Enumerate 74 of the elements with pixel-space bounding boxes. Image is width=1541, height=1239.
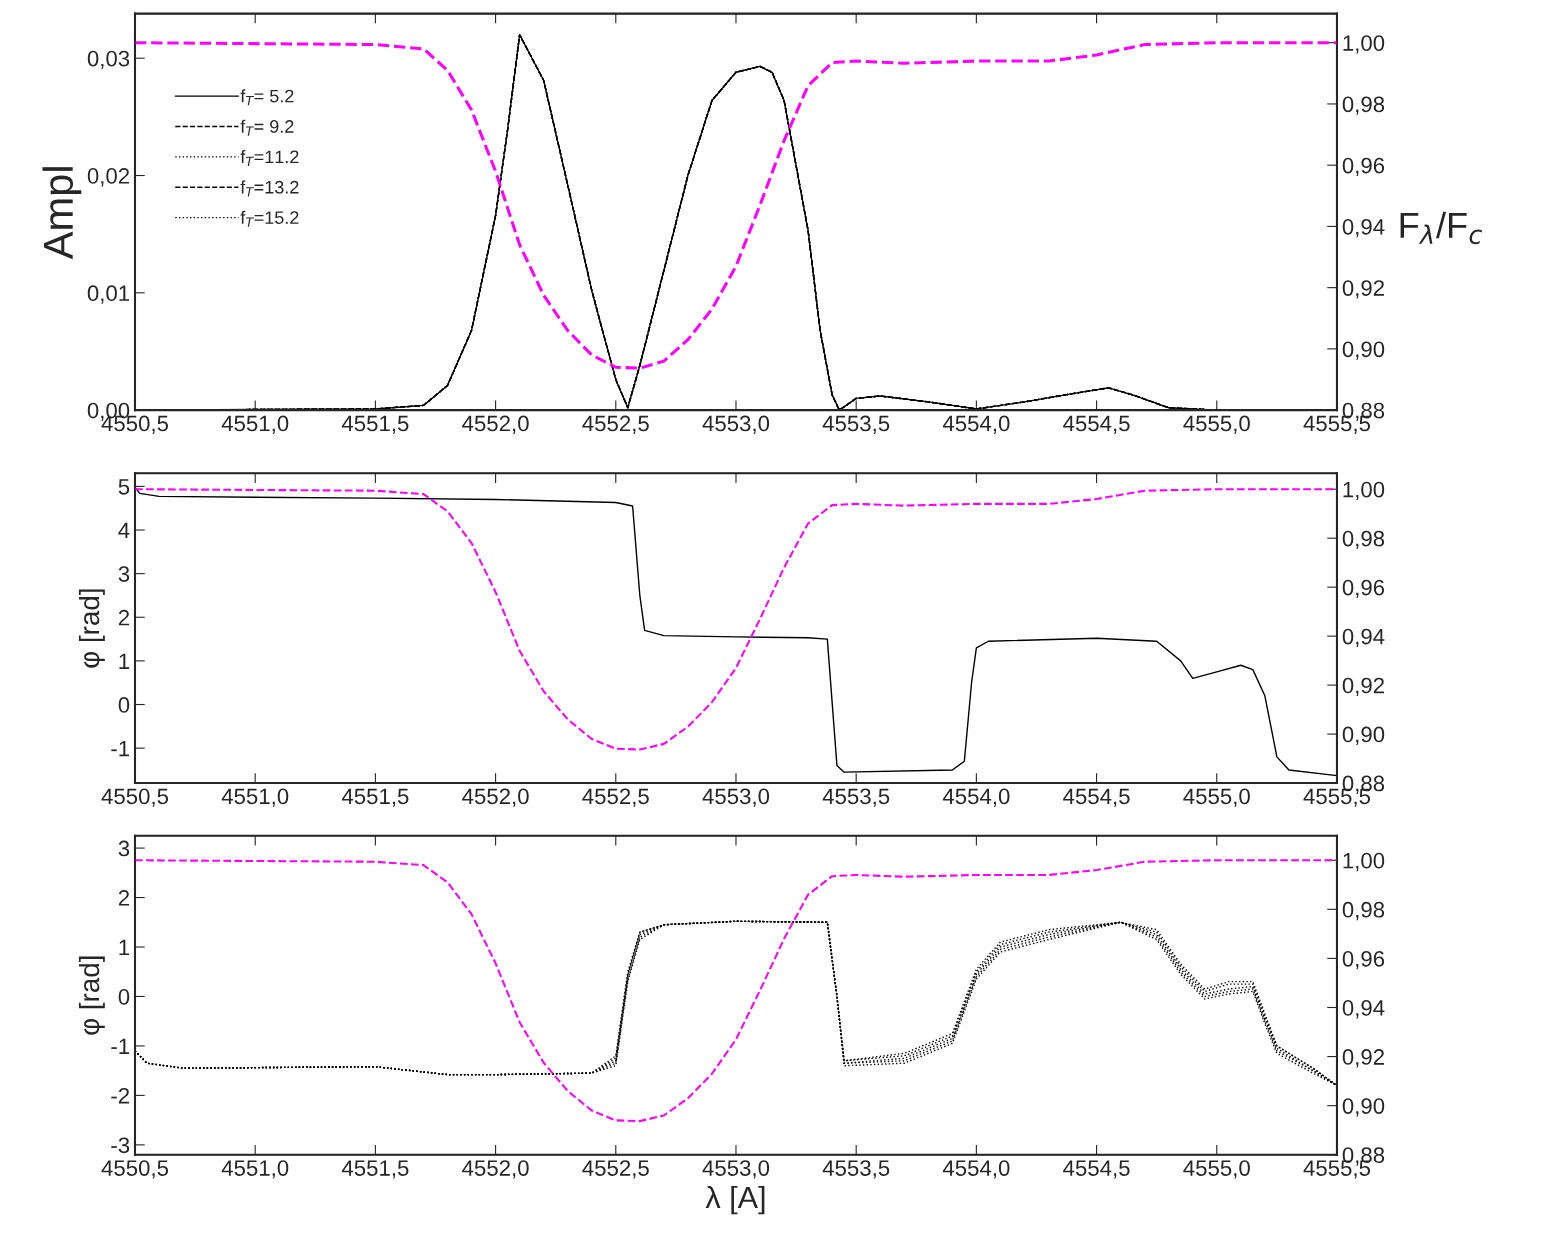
x-tick-label: 4551,5 <box>341 415 409 434</box>
y-tick-label: 1 <box>119 939 130 956</box>
x-tick-label: 4554,0 <box>942 1160 1010 1179</box>
y-tick-label: 0 <box>118 697 130 713</box>
x-tick-label: 4553,5 <box>822 415 890 434</box>
y2-axis-title: F$_{λ}$/F$_{c}$ <box>1400 211 1482 245</box>
y2-tick-label: 1,00 <box>1343 35 1385 54</box>
y-tick-label: -1 <box>111 740 130 757</box>
y2-tick-label: 0,96 <box>1342 950 1385 970</box>
x-axis-title: λ [A] <box>705 1185 765 1215</box>
y2-tick-label: 0,94 <box>1342 628 1385 648</box>
x-tick-label: 4551,0 <box>221 415 289 434</box>
x-tick-label: 4552,0 <box>462 415 529 434</box>
y2-tick-label: 0,96 <box>1342 157 1385 177</box>
y-axis-title: φ [rad] <box>78 956 105 1035</box>
y-tick-label: 0,03 <box>87 50 130 70</box>
y-tick-label: 0,02 <box>87 168 130 187</box>
y2-tick-label: 0,96 <box>1342 579 1385 599</box>
y2-tick-label: 0,98 <box>1342 96 1385 115</box>
y2-tick-label: 0,92 <box>1342 1049 1384 1068</box>
y2-tick-label: 0,90 <box>1342 726 1385 745</box>
x-tick-label: 4554,0 <box>942 415 1010 434</box>
x-tick-label: 4555,0 <box>1183 1160 1250 1179</box>
x-tick-label: 4553,5 <box>822 1160 890 1179</box>
y-tick-label: 3 <box>118 566 130 582</box>
y-tick-label: 0 <box>118 989 130 1005</box>
x-tick-label: 4552,5 <box>582 788 649 807</box>
y-tick-label: 3 <box>118 840 130 857</box>
y2-tick-label: 0,94 <box>1342 1000 1385 1019</box>
x-tick-label: 4554,5 <box>1063 1160 1130 1179</box>
x-tick-label: 4551,0 <box>221 1160 289 1179</box>
y2-tick-label: 0,92 <box>1342 280 1384 299</box>
x-tick-label: 4555,0 <box>1183 415 1250 434</box>
y-tick-label: -2 <box>111 1087 130 1104</box>
y2-tick-label: 0,90 <box>1342 1098 1385 1117</box>
x-tick-label: 4554,5 <box>1063 415 1130 434</box>
y2-tick-label: 1,00 <box>1343 481 1385 501</box>
legend-label: f$_{T}$=15.2 <box>240 210 299 227</box>
y-tick-label: 5 <box>118 479 130 495</box>
x-tick-label: 4554,5 <box>1063 788 1130 807</box>
x-tick-label: 4552,0 <box>462 788 529 807</box>
y-tick-label: 2 <box>118 609 130 626</box>
x-tick-label: 4552,0 <box>462 1160 529 1179</box>
x-tick-label: 4550,5 <box>101 1160 169 1179</box>
y-tick-label: 4 <box>118 522 130 539</box>
y-tick-label: 1 <box>119 653 130 669</box>
x-tick-label: 4552,5 <box>582 415 649 434</box>
y2-tick-label: 0,94 <box>1342 218 1385 238</box>
legend-label: f$_{T}$= 9.2 <box>240 119 294 136</box>
y-tick-label: -1 <box>111 1038 130 1054</box>
x-tick-label: 4551,0 <box>221 788 289 807</box>
y2-tick-label: 1,00 <box>1343 852 1385 872</box>
y-axis-title: φ [rad] <box>78 589 105 668</box>
x-tick-label: 4553,5 <box>822 788 890 807</box>
x-tick-label: 4553,0 <box>702 788 770 807</box>
y-tick-label: -3 <box>111 1137 130 1154</box>
x-tick-label: 4555,0 <box>1183 788 1250 807</box>
legend-label: f$_{T}$=11.2 <box>240 150 299 167</box>
y-axis-title: Ampl <box>42 167 82 260</box>
legend-label: f$_{T}$= 5.2 <box>240 89 294 106</box>
x-tick-label: 4551,5 <box>341 1160 409 1179</box>
x-tick-label: 4550,5 <box>101 788 169 807</box>
legend-label: f$_{T}$=13.2 <box>240 180 299 197</box>
y2-tick-label: 0,98 <box>1342 901 1385 921</box>
y2-tick-label: 0,92 <box>1342 677 1384 696</box>
y-tick-label: 0,01 <box>87 285 130 304</box>
x-tick-label: 4553,0 <box>702 415 770 434</box>
y2-tick-label: 0,98 <box>1342 530 1385 550</box>
x-tick-label: 4554,0 <box>942 788 1010 807</box>
x-tick-label: 4553,0 <box>702 1160 770 1179</box>
x-tick-label: 4551,5 <box>341 788 409 807</box>
y-tick-label: 2 <box>118 890 130 906</box>
y2-tick-label: 0,90 <box>1342 341 1385 360</box>
x-tick-label: 4552,5 <box>582 1160 649 1179</box>
